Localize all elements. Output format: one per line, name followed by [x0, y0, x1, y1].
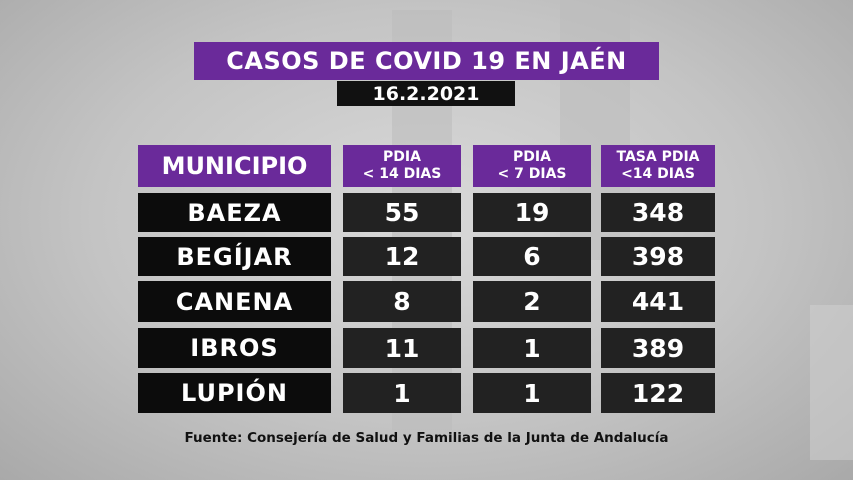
header-municipio: MUNICIPIO	[138, 145, 331, 187]
header-pdia-14-line1: PDIA	[383, 149, 421, 165]
header-pdia-14: PDIA < 14 DIAS	[343, 145, 461, 187]
date-label: 16.2.2021	[337, 81, 515, 106]
source-note: Fuente: Consejería de Salud y Familias d…	[184, 430, 669, 446]
row-pdia-7: 6	[473, 237, 591, 276]
row-tasa: 441	[601, 281, 715, 322]
row-pdia-7: 1	[473, 328, 591, 368]
row-pdia-7: 19	[473, 193, 591, 232]
row-pdia-14: 11	[343, 328, 461, 368]
row-pdia-14: 55	[343, 193, 461, 232]
row-municipio: BEGÍJAR	[138, 237, 331, 276]
header-tasa-pdia: TASA PDIA <14 DIAS	[601, 145, 715, 187]
row-municipio: CANENA	[138, 281, 331, 322]
row-pdia-7: 2	[473, 281, 591, 322]
row-tasa: 348	[601, 193, 715, 232]
header-tasa-line1: TASA PDIA	[616, 149, 700, 165]
row-tasa: 398	[601, 237, 715, 276]
row-municipio: BAEZA	[138, 193, 331, 232]
row-pdia-14: 8	[343, 281, 461, 322]
header-tasa-line2: <14 DIAS	[621, 166, 695, 182]
header-pdia-14-line2: < 14 DIAS	[362, 166, 442, 182]
row-pdia-7: 1	[473, 373, 591, 413]
header-pdia-7: PDIA < 7 DIAS	[473, 145, 591, 187]
row-municipio: LUPIÓN	[138, 373, 331, 413]
page-title: CASOS DE COVID 19 EN JAÉN	[194, 42, 659, 80]
header-pdia-7-line2: < 7 DIAS	[497, 166, 567, 182]
row-pdia-14: 12	[343, 237, 461, 276]
header-pdia-7-line1: PDIA	[513, 149, 551, 165]
background-decoration	[810, 305, 853, 460]
row-municipio: IBROS	[138, 328, 331, 368]
row-tasa: 122	[601, 373, 715, 413]
row-tasa: 389	[601, 328, 715, 368]
row-pdia-14: 1	[343, 373, 461, 413]
